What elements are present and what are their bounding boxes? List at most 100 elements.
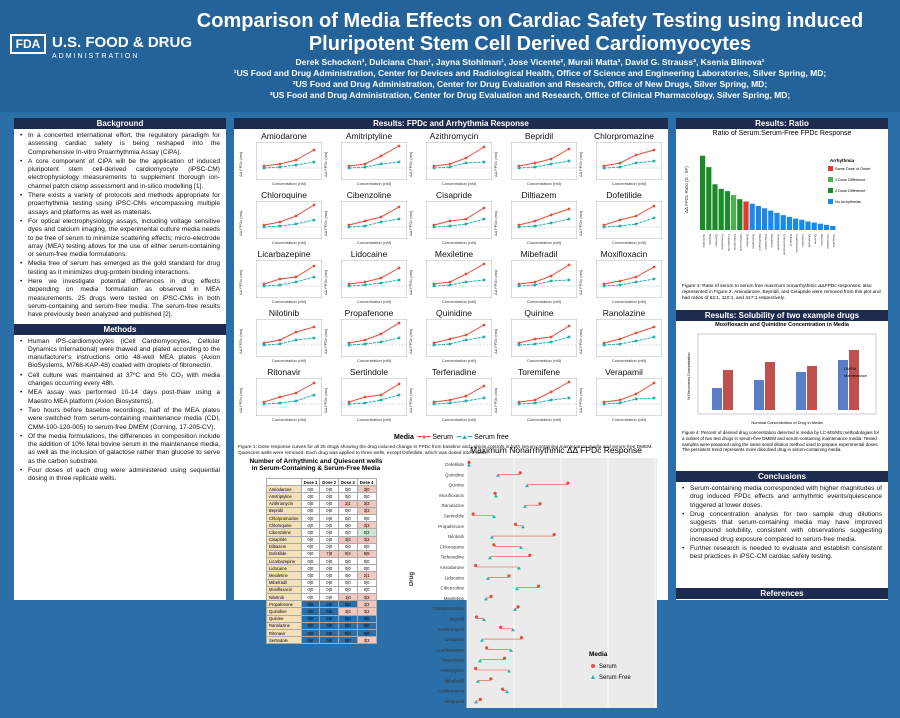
serum-free-point [262, 343, 266, 347]
serum-line [348, 206, 400, 226]
table-cell: 2|1 [356, 571, 377, 580]
serum-free-point [379, 162, 383, 166]
dose-response-panel: Verapamil ΔΔ FPDc (ms) Concentration (nM) [578, 367, 666, 422]
serum-point [363, 280, 367, 284]
dmem-bar [754, 380, 764, 410]
table-row: Ritonavir 0|0 0|0 0|0 0|0 [266, 628, 377, 638]
serum-free-point [482, 217, 486, 221]
serum-point [533, 219, 537, 223]
serum-mark [516, 605, 520, 609]
serum-mark [566, 481, 570, 485]
table-cell: 0|0 [319, 607, 340, 616]
serum-free-mark [492, 515, 496, 518]
serum-free-point [517, 225, 521, 229]
panel-title: Dofetilide [606, 190, 642, 200]
table-row: Amitriptyline 0|0 0|0 0|0 0|0 [266, 492, 377, 501]
panel-x-label: Concentration (nM) [441, 299, 477, 304]
fda-logo-mark: FDA [10, 34, 46, 54]
serum-point [517, 223, 521, 227]
panel-frame [256, 260, 322, 298]
drug-label: Bepridil [449, 617, 464, 622]
serum-line [433, 385, 485, 403]
serum-point [347, 400, 351, 404]
serum-free-line [603, 278, 655, 287]
panel-plot [426, 142, 492, 180]
serum-line [263, 382, 315, 403]
serum-line [518, 148, 570, 167]
table-cell: Moxifloxacin [266, 585, 302, 595]
dose-response-legend: Media ━●━ Serum ━▲━ Serum free [394, 433, 509, 441]
serum-mark [537, 584, 541, 588]
background-item: Media free of serum has emerged as the g… [20, 260, 220, 277]
table-cell: 0|0 [338, 600, 358, 609]
table-cell: 0|0 [300, 506, 321, 515]
serum-line [433, 324, 485, 344]
panel-x-label: Concentration (nM) [271, 181, 307, 186]
panel-title: Moxifloxacin [600, 249, 648, 259]
serum-line [518, 325, 570, 344]
serum-free-point [278, 224, 282, 228]
table-header [266, 477, 302, 487]
serum-free-point [448, 342, 452, 346]
drug-label: Moxifloxacin [439, 493, 464, 498]
serum-mark [513, 522, 517, 526]
ratio-bar [718, 188, 724, 230]
serum-mark [467, 460, 471, 465]
ratio-heading: Results: Ratio [676, 118, 888, 129]
serum-point [278, 338, 282, 342]
methods-heading: Methods [14, 323, 226, 335]
table-cell: 0|0 [319, 499, 340, 508]
panel-plot [256, 142, 322, 180]
serum-line [263, 265, 315, 285]
serum-free-point [347, 284, 351, 288]
table-cell: 0|0 [356, 578, 377, 587]
panel-title: Propafenone [344, 308, 394, 318]
serum-mark [492, 543, 496, 547]
serum-line [348, 322, 400, 344]
solubility-chart: DMEM Maintenance Nominal Concentration of … [687, 333, 877, 425]
serum-point [363, 395, 367, 399]
serum-point [533, 161, 537, 165]
table-cell: 7|0 [319, 549, 340, 559]
serum-point [397, 382, 401, 386]
panel-frame [341, 260, 407, 298]
serum-free-line [518, 279, 570, 287]
hbar-legend-title: Media [589, 651, 608, 658]
ratio-bar-label: Licarbazepine [795, 234, 799, 253]
serum-line [433, 146, 485, 167]
table-cell: 9|9 [356, 549, 377, 559]
serum-free-line [433, 279, 485, 287]
serum-point [448, 337, 452, 341]
serum-point [379, 215, 383, 219]
serum-free-point [278, 401, 282, 405]
serum-point [397, 205, 401, 209]
panel-x-label: Concentration (nM) [526, 181, 562, 186]
conclusions-item: Drug concentration analysis for two samp… [682, 511, 882, 544]
panel-title: Toremifene [517, 367, 561, 377]
maintenance-bar [765, 362, 775, 410]
serum-free-point [634, 222, 638, 226]
serum-point [464, 333, 468, 337]
table-cell: Cisapride [266, 535, 302, 544]
serum-point [567, 380, 571, 384]
serum-free-point [363, 401, 367, 405]
affiliation-2: ²US Food and Drug Administration, Center… [292, 79, 768, 89]
panel-frame [341, 201, 407, 239]
table-cell: 0|0 [338, 506, 358, 515]
table-cell: 0|0 [319, 485, 340, 494]
serum-mark [552, 533, 556, 537]
table-cell: 0|0 [300, 600, 321, 609]
table-cell: 0|0 [300, 607, 321, 616]
dose-response-panel: Amitriptyline ΔΔ FPDc (ms) Concentration (… [323, 131, 411, 186]
ratio-legend-item: No Arrhythmias [835, 200, 861, 204]
solubility-y-label: % Recovered Concentration [687, 353, 691, 401]
table-cell: Quinidine [266, 607, 302, 616]
panel-plot [511, 201, 577, 239]
panel-plot [426, 201, 492, 239]
legend-free: Serum free [474, 434, 509, 441]
table-cell: Lidocaine [266, 564, 302, 573]
drug-label: Propafenone [438, 524, 464, 529]
table-cell: 0|0 [319, 621, 340, 630]
table-cell: 0|0 [319, 542, 340, 551]
serum-point [517, 341, 521, 345]
